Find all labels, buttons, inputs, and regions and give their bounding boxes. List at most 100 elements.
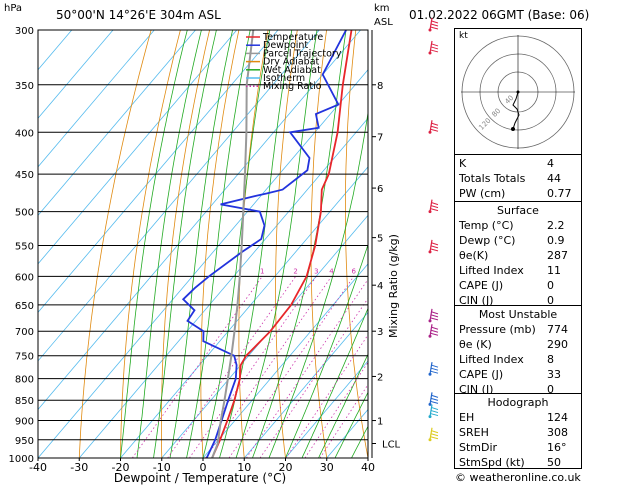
dewpoint-line xyxy=(181,30,347,458)
unstable-index-key: Pressure (mb) xyxy=(459,323,536,336)
isotherm-line xyxy=(38,30,238,265)
mixing-ratio-line xyxy=(304,361,368,458)
isotherm-line xyxy=(38,30,73,71)
temperature-tick-label: 10 xyxy=(237,461,251,474)
unstable-index-row: θe (K) 290 xyxy=(455,338,581,353)
km-unit-label: km xyxy=(374,3,390,14)
basic-index-key: PW (cm) xyxy=(459,187,506,200)
surface-index-row: Lifted Index 11 xyxy=(455,264,581,279)
legend-item-label: Wet Adiabat xyxy=(263,65,321,76)
hodograph-ring-label: 40 xyxy=(503,94,515,106)
wind-barb-dot xyxy=(428,334,432,338)
wind-barb-staff xyxy=(429,40,433,54)
wind-barb-feather xyxy=(431,311,439,315)
pressure-tick-label: 550 xyxy=(15,241,34,252)
pressure-tick-label: 750 xyxy=(15,352,34,363)
surface-index-row: Temp (°C) 2.2 xyxy=(455,219,581,234)
wind-barb-staff xyxy=(429,199,433,212)
surface-index-key: Lifted Index xyxy=(459,264,524,277)
temperature-tick-label: -10 xyxy=(153,461,171,474)
km-tick-label: 3 xyxy=(377,327,383,338)
hodograph-index-value: 50 xyxy=(547,456,561,469)
pressure-tick-label: 800 xyxy=(15,375,34,386)
hodograph-ring-label: 80 xyxy=(490,107,502,119)
isotherm-line xyxy=(285,360,368,458)
hodograph-index-title: Hodograph xyxy=(487,396,549,409)
basic-index-key: Totals Totals xyxy=(459,172,526,185)
hodograph-index-row: StmDir 16° xyxy=(455,441,581,456)
wind-barb-dot xyxy=(428,402,432,406)
wind-barb-feather xyxy=(431,394,439,398)
unstable-index-row: Lifted Index 8 xyxy=(455,353,581,368)
surface-index-key: CIN (J) xyxy=(459,294,494,307)
surface-index-row: θe(K) 287 xyxy=(455,249,581,264)
hodograph-center xyxy=(516,90,520,94)
legend-item-label: Parcel Trajectory xyxy=(263,48,342,59)
hodograph-index-value: 16° xyxy=(547,441,567,454)
wet-adiabat-line xyxy=(318,353,368,458)
wind-barb-staff xyxy=(429,239,433,252)
mixing-ratio-label: 4 xyxy=(329,267,334,275)
surface-index-row: Dewp (°C) 0.9 xyxy=(455,234,581,249)
x-axis-label: Dewpoint / Temperature (°C) xyxy=(114,471,286,485)
pressure-tick-label: 950 xyxy=(15,436,34,447)
wind-barb-feather xyxy=(430,397,439,401)
wind-barb-dot xyxy=(428,210,432,214)
isotherm-line xyxy=(78,117,368,458)
pressure-tick-label: 850 xyxy=(15,396,34,407)
wind-barb-feather xyxy=(431,20,439,24)
pressure-tick-label: 500 xyxy=(15,208,34,219)
temperature-tick-label: 20 xyxy=(279,461,293,474)
km-tick-label: 8 xyxy=(377,81,383,92)
legend-item-label: Temperature xyxy=(262,32,323,43)
wet-adiabat-line xyxy=(268,109,368,458)
unstable-index-value: 0 xyxy=(547,383,554,396)
copyright-label: © weatheronline.co.uk xyxy=(455,471,581,484)
unstable-index-value: 8 xyxy=(547,353,554,366)
temperature-tick-label: 30 xyxy=(320,461,334,474)
wind-barb-feather xyxy=(430,400,439,404)
mixing-ratio-label: 1 xyxy=(260,267,264,275)
surface-index-value: 0 xyxy=(547,294,554,307)
wind-barb-dot xyxy=(428,28,432,32)
pressure-tick-label: 300 xyxy=(15,26,34,37)
wind-barb-dot xyxy=(428,130,432,134)
isotherm-line xyxy=(38,30,155,168)
km-tick-label: 5 xyxy=(377,234,383,245)
wind-barb-feather xyxy=(430,329,439,333)
wind-barb-feather xyxy=(430,128,439,132)
surface-index-key: Temp (°C) xyxy=(459,219,514,232)
hodograph-index-key: EH xyxy=(459,411,475,424)
wind-barb-feather xyxy=(430,332,439,336)
wind-barb-feather xyxy=(430,46,439,50)
km-tick-label: 1 xyxy=(377,417,383,428)
isotherm-line xyxy=(38,30,114,119)
parcel-trajectory-line xyxy=(211,30,255,458)
indices-hodograph-panel: Hodograph EH 124 SREH 308 StmDir 16° StmSpd (kt… xyxy=(454,393,582,469)
unstable-index-key: Lifted Index xyxy=(459,353,524,366)
wind-barb-staff xyxy=(429,427,433,440)
dry-adiabat-line xyxy=(120,30,181,458)
dry-adiabat-line xyxy=(345,30,368,458)
lcl-label: LCL xyxy=(382,439,401,450)
wind-barb-feather xyxy=(430,410,439,414)
indices-basic-panel: K 4 Totals Totals 44 PW (cm) 0.77 xyxy=(454,154,582,202)
surface-index-value: 2.2 xyxy=(547,219,565,232)
wind-barb-feather xyxy=(430,208,439,212)
wind-barb-feather xyxy=(430,367,439,371)
wind-barb-staff xyxy=(429,324,433,337)
datetime-label: 01.02.2022 06GMT (Base: 06) xyxy=(409,8,590,22)
surface-index-row: CIN (J) 0 xyxy=(455,294,581,309)
temperature-tick-label: -30 xyxy=(70,461,88,474)
basic-index-value: 0.77 xyxy=(547,187,572,200)
wind-barb-feather xyxy=(431,202,439,206)
hodograph-index-key: StmSpd (kt) xyxy=(459,456,525,469)
temperature-line xyxy=(211,30,353,458)
temperature-tick-label: 0 xyxy=(200,461,207,474)
wind-barb-feather xyxy=(431,326,439,330)
temperature-tick-label: 40 xyxy=(361,461,375,474)
hodograph-unit-label: kt xyxy=(459,31,468,41)
surface-index-value: 287 xyxy=(547,249,568,262)
